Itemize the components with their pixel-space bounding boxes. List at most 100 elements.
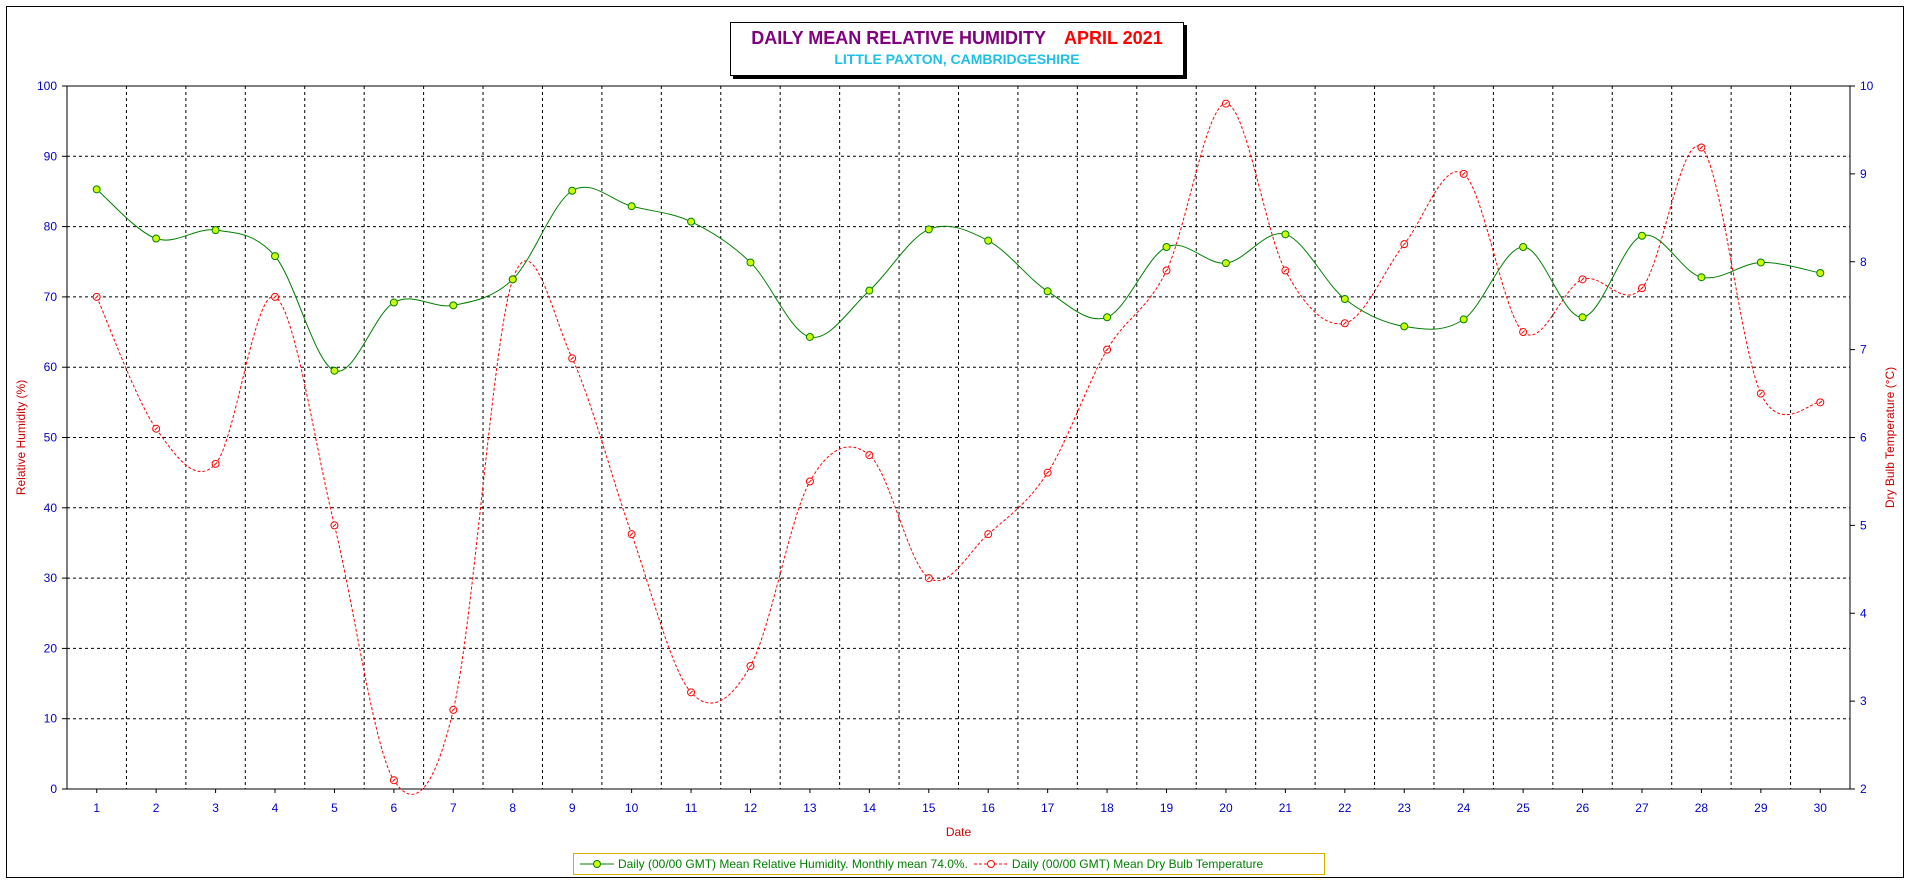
y-tick-label: 70 — [44, 290, 58, 304]
x-tick-label: 30 — [1814, 801, 1828, 815]
chart-subtitle: LITTLE PAXTON, CAMBRIDGESHIRE — [834, 51, 1080, 67]
humidity-point — [1816, 268, 1825, 277]
temperature-point-mark — [213, 462, 218, 466]
temperature-point-mark — [748, 664, 753, 668]
x-tick-label: 14 — [863, 801, 877, 815]
temperature-point-mark — [1224, 101, 1228, 106]
y2-tick-label: 10 — [1860, 79, 1874, 93]
temperature-point-mark — [1283, 268, 1288, 273]
y2-axis-title: Dry Bulb Temperature (°C) — [1883, 367, 1897, 508]
series-line-humidity — [96, 186, 1821, 372]
temperature-point-mark — [1402, 242, 1407, 247]
temperature-point-mark — [1105, 347, 1109, 352]
x-tick-label: 20 — [1219, 801, 1233, 815]
humidity-point — [1281, 230, 1290, 239]
y2-tick-label: 6 — [1860, 431, 1867, 445]
y-axis-title: Relative Humidity (%) — [14, 380, 28, 495]
temperature-point-mark — [1164, 268, 1169, 273]
y-tick-label: 30 — [44, 571, 58, 585]
y-tick-label: 80 — [44, 220, 58, 234]
x-tick-label: 3 — [212, 801, 219, 815]
x-axis-title: Date — [946, 825, 972, 839]
temperature-point-mark — [1758, 391, 1763, 396]
y-tick-label: 50 — [44, 431, 58, 445]
x-tick-label: 9 — [569, 801, 576, 815]
temperature-point-mark — [867, 453, 872, 457]
humidity-point — [865, 286, 874, 295]
humidity-point — [568, 186, 577, 195]
humidity-point — [1221, 259, 1230, 268]
humidity-point — [1162, 242, 1171, 251]
plot-area-border — [66, 85, 1851, 790]
temperature-point-mark — [1045, 470, 1050, 475]
x-tick-label: 29 — [1754, 801, 1768, 815]
humidity-point — [805, 332, 814, 341]
x-tick-label: 23 — [1398, 801, 1412, 815]
humidity-point — [627, 202, 636, 211]
x-tick-label: 13 — [803, 801, 817, 815]
y2-tick-label: 9 — [1860, 167, 1867, 181]
chart-title-box: DAILY MEAN RELATIVE HUMIDITY APRIL 2021 L… — [730, 22, 1184, 76]
y2-tick-label: 5 — [1860, 518, 1867, 532]
temperature-point-mark — [154, 426, 159, 431]
y2-tick-label: 4 — [1860, 606, 1867, 620]
x-tick-label: 27 — [1635, 801, 1649, 815]
legend-humidity-symbol — [580, 860, 614, 868]
humidity-point — [1043, 287, 1052, 296]
temperature-point-mark — [1580, 277, 1585, 282]
y-tick-label: 10 — [44, 712, 58, 726]
temperature-point-mark — [808, 479, 812, 484]
temperature-point-mark — [94, 295, 99, 299]
legend-temperature-symbol — [973, 860, 1008, 868]
temperature-point-mark — [392, 778, 396, 783]
humidity-point — [1400, 322, 1409, 331]
x-tick-label: 16 — [982, 801, 996, 815]
y-tick-label: 100 — [37, 79, 57, 93]
x-tick-label: 4 — [272, 801, 279, 815]
temperature-point-mark — [986, 532, 991, 537]
x-tick-label: 2 — [153, 801, 160, 815]
legend-humidity-label: Daily (00/00 GMT) Mean Relative Humidity… — [618, 857, 968, 871]
chart-frame — [6, 6, 1904, 878]
chart-title-line: DAILY MEAN RELATIVE HUMIDITY APRIL 2021 — [731, 28, 1183, 49]
humidity-point — [746, 258, 755, 267]
humidity-point — [1637, 231, 1646, 240]
humidity-point — [924, 225, 933, 234]
x-tick-label: 8 — [509, 801, 516, 815]
x-tick-label: 22 — [1338, 801, 1352, 815]
humidity-point — [152, 234, 161, 243]
x-tick-label: 21 — [1279, 801, 1293, 815]
humidity-point — [1756, 258, 1765, 267]
temperature-point-mark — [570, 356, 575, 361]
y2-tick-label: 8 — [1860, 255, 1867, 269]
temperature-point-mark — [1342, 321, 1347, 326]
temperature-point-mark — [926, 576, 931, 580]
x-tick-label: 12 — [744, 801, 758, 815]
humidity-point — [508, 275, 517, 284]
x-tick-label: 19 — [1160, 801, 1174, 815]
x-tick-label: 24 — [1457, 801, 1471, 815]
temperature-point-mark — [1461, 172, 1466, 176]
humidity-point — [687, 217, 696, 226]
humidity-point — [92, 185, 101, 194]
y-tick-label: 20 — [44, 641, 58, 655]
x-tick-label: 5 — [331, 801, 338, 815]
chart-title-month: APRIL 2021 — [1063, 28, 1163, 48]
x-tick-label: 17 — [1041, 801, 1055, 815]
temperature-point-mark — [629, 532, 634, 537]
temperature-point-mark — [332, 523, 337, 528]
y-tick-label: 0 — [50, 782, 57, 796]
x-tick-label: 26 — [1576, 801, 1590, 815]
temperature-point-mark — [451, 708, 456, 712]
chart-legend: Daily (00/00 GMT) Mean Relative Humidity… — [573, 853, 1325, 875]
legend-temperature-label: Daily (00/00 GMT) Mean Dry Bulb Temperat… — [1011, 857, 1264, 871]
humidity-point — [1103, 313, 1112, 322]
y2-tick-label: 2 — [1860, 782, 1867, 796]
humidity-point — [330, 366, 339, 375]
x-tick-label: 11 — [685, 801, 698, 815]
y2-tick-label: 3 — [1860, 694, 1867, 708]
temperature-point-mark — [1818, 400, 1823, 405]
humidity-point — [1519, 242, 1528, 251]
temperature-point-mark — [1521, 330, 1525, 334]
